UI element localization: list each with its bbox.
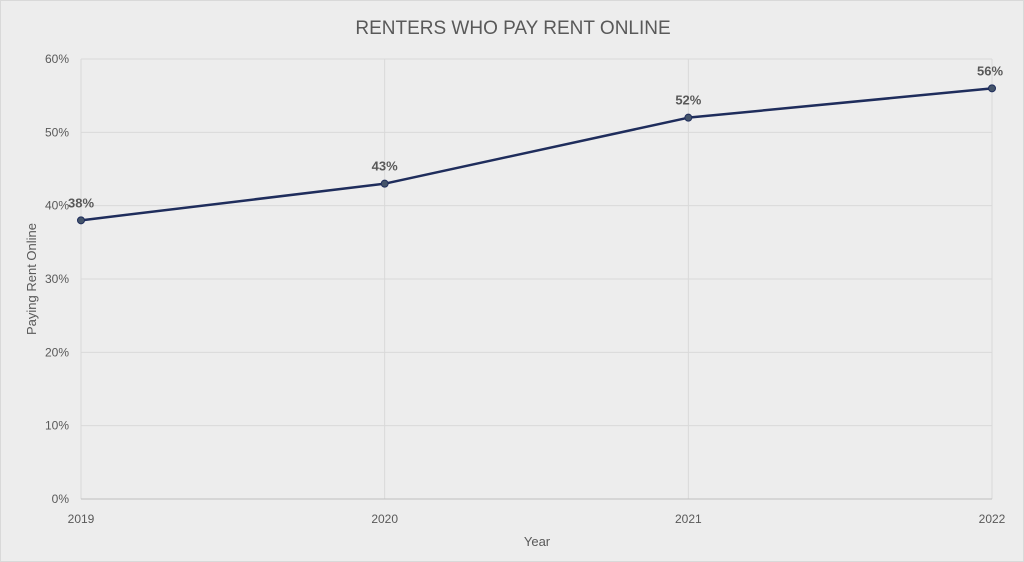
x-tick-label: 2019 [68, 512, 95, 526]
gridlines [80, 58, 993, 499]
data-labels: 38% 43% 52% 56% [68, 63, 1003, 210]
x-tick-label: 2020 [371, 512, 398, 526]
x-tick-label: 2022 [979, 512, 1006, 526]
series [77, 84, 996, 225]
x-tick-label: 2021 [675, 512, 702, 526]
y-tick-label: 30% [45, 272, 69, 286]
y-tick-label: 60% [45, 52, 69, 66]
data-point [684, 113, 693, 122]
data-label: 43% [372, 159, 398, 174]
chart-title: RENTERS WHO PAY RENT ONLINE [355, 18, 670, 39]
data-point [380, 179, 389, 188]
axes: 0% 10% 20% 30% 40% 50% 60% 2019 2020 2021 2022 [45, 52, 1006, 526]
y-tick-label: 20% [45, 345, 69, 359]
data-label: 38% [68, 195, 94, 210]
y-tick-label: 40% [45, 199, 69, 213]
y-tick-label: 10% [45, 419, 69, 433]
series-line [80, 87, 993, 222]
y-tick-label: 50% [45, 125, 69, 139]
data-point [988, 84, 996, 93]
data-label: 52% [675, 93, 701, 108]
y-axis-title: Paying Rent Online [24, 223, 39, 335]
y-tick-label: 0% [52, 492, 70, 506]
data-label: 56% [977, 63, 1003, 78]
data-point [77, 216, 85, 225]
x-axis-title: Year [524, 534, 551, 549]
